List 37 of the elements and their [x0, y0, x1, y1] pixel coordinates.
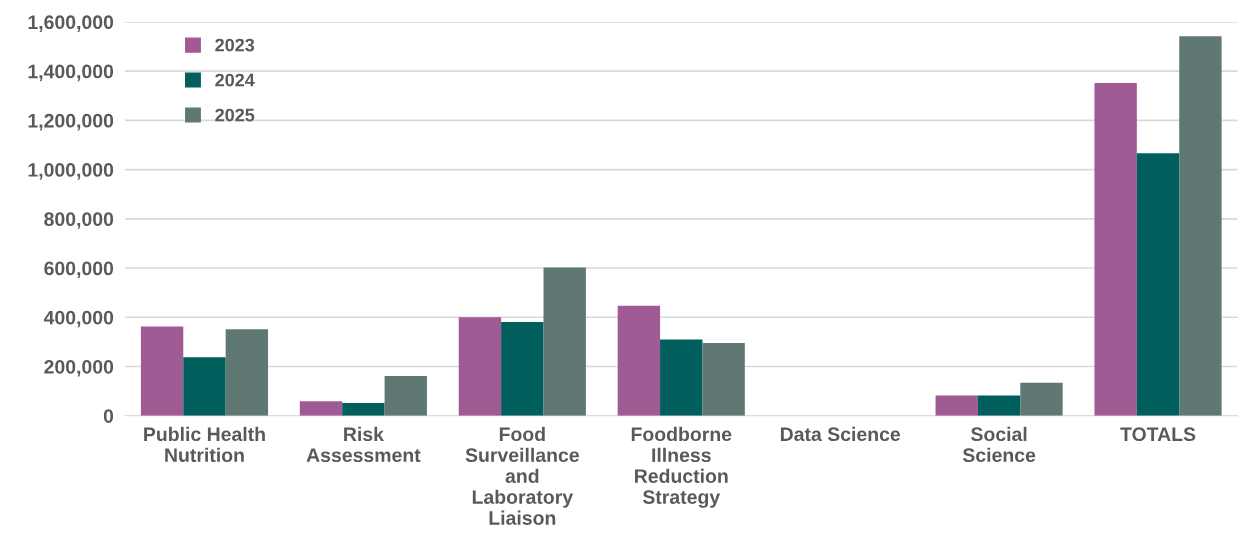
bar [384, 376, 427, 416]
bar [543, 267, 586, 416]
y-tick-label: 1,200,000 [28, 113, 114, 131]
bar [299, 401, 343, 416]
bar [1179, 36, 1222, 416]
bar [1136, 153, 1180, 416]
y-tick-label: 1,400,000 [28, 64, 114, 82]
x-tick-label: Risk Assessment [306, 426, 421, 463]
x-tick-label: TOTALS [1120, 427, 1196, 442]
legend-label: 2024 [215, 73, 255, 87]
y-tick-label: 600,000 [44, 261, 114, 279]
bar [702, 343, 745, 416]
bar [977, 395, 1021, 416]
bar [660, 339, 703, 416]
bar [458, 317, 502, 416]
y-tick-label: 0 [103, 409, 114, 423]
bar [342, 402, 385, 416]
y-tick-label: 800,000 [44, 212, 114, 229]
bar [501, 321, 544, 416]
x-tick-label: Foodborne Illness Reduction Strategy [631, 426, 732, 508]
bar [225, 329, 269, 416]
y-tick-label: 1,000,000 [28, 163, 114, 180]
legend-label: 2023 [215, 38, 255, 52]
x-tick-label: Data Science [780, 426, 901, 442]
bar [183, 357, 226, 416]
x-tick-label: Food Surveillance and Laboratory Liaison [465, 426, 579, 525]
x-tick-label: Public Health Nutrition [144, 426, 265, 463]
y-tick-label: 1,600,000 [28, 15, 114, 32]
bar [1094, 82, 1137, 416]
bar [140, 326, 184, 416]
legend-label: 2025 [215, 108, 255, 122]
y-tick-label: 400,000 [43, 310, 114, 328]
bar [1020, 382, 1063, 416]
y-tick-label: 200,000 [44, 359, 114, 377]
bar [935, 395, 978, 416]
x-tick-label: Social Science [962, 426, 1036, 463]
bar [617, 305, 661, 416]
